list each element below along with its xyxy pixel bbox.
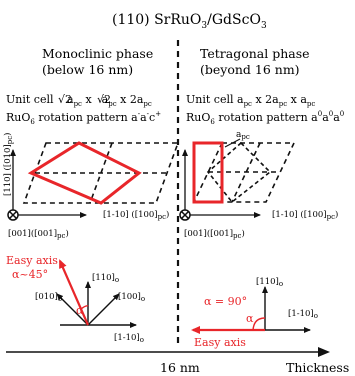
right-apc-label: apc xyxy=(236,130,250,141)
left-easy-axis-label: Easy axis xyxy=(6,254,58,267)
right-alpha: α xyxy=(246,312,254,325)
left-unit-cell: Unit cell apc x apc x 2apc xyxy=(6,93,152,108)
left-rotation-pattern: RuO6 rotation pattern a-a-c+ xyxy=(6,110,161,126)
right-orientation-axes xyxy=(191,286,311,334)
monoclinic-cell-diagram xyxy=(22,141,180,205)
left-dir-1m10: [1-10]o xyxy=(114,333,144,344)
left-easy-axis-angle: α~45° xyxy=(12,268,48,281)
sqrt2-symbol: √2 xyxy=(58,93,72,106)
left-dir-110: [110]o xyxy=(92,273,119,284)
figure-title: (110) SrRuO3/GdScO3 xyxy=(112,12,267,31)
apc-pointer xyxy=(224,138,241,148)
thickness-arrow-head xyxy=(318,347,330,357)
out-of-plane-icon xyxy=(7,209,19,221)
right-dir-110: [110]o xyxy=(256,277,283,288)
right-unit-cell: Unit cell apc x 2apc x apc xyxy=(186,93,315,108)
right-horizontal-axis-label: [1-10] ([100]pc) xyxy=(272,209,338,221)
right-dir-1m10: [1-10]o xyxy=(288,309,318,320)
right-phase-title: Tetragonal phase xyxy=(200,46,310,61)
right-phase-range: (beyond 16 nm) xyxy=(200,62,300,77)
left-dir-100: [100]o xyxy=(118,292,145,303)
thickness-label: Thickness xyxy=(286,360,349,375)
out-of-plane-icon xyxy=(179,209,191,221)
right-alpha-value: α = 90° xyxy=(204,295,247,308)
left-alpha: α xyxy=(76,304,84,317)
left-phase-range: (below 16 nm) xyxy=(42,62,133,77)
thickness-value: 16 nm xyxy=(160,360,200,375)
left-vertical-axis-label: [110] ([010]pc) xyxy=(2,133,14,196)
right-easy-axis-label: Easy axis xyxy=(194,336,246,349)
left-horizontal-axis-label: [1-10] ([100]pc) xyxy=(103,209,169,221)
left-phase-title: Monoclinic phase xyxy=(42,46,153,61)
right-origin-label: [001]([001]pc) xyxy=(184,228,245,240)
sqrt2-symbol: √2 xyxy=(97,93,111,106)
tetragonal-cell-diagram xyxy=(192,141,296,204)
left-dir-010: [010]o xyxy=(35,292,62,303)
left-orientation-cross xyxy=(56,259,137,328)
left-origin-label: [001]([001]pc) xyxy=(8,228,69,240)
right-rotation-pattern: RuO6 rotation pattern a0a0a0 xyxy=(186,110,344,126)
